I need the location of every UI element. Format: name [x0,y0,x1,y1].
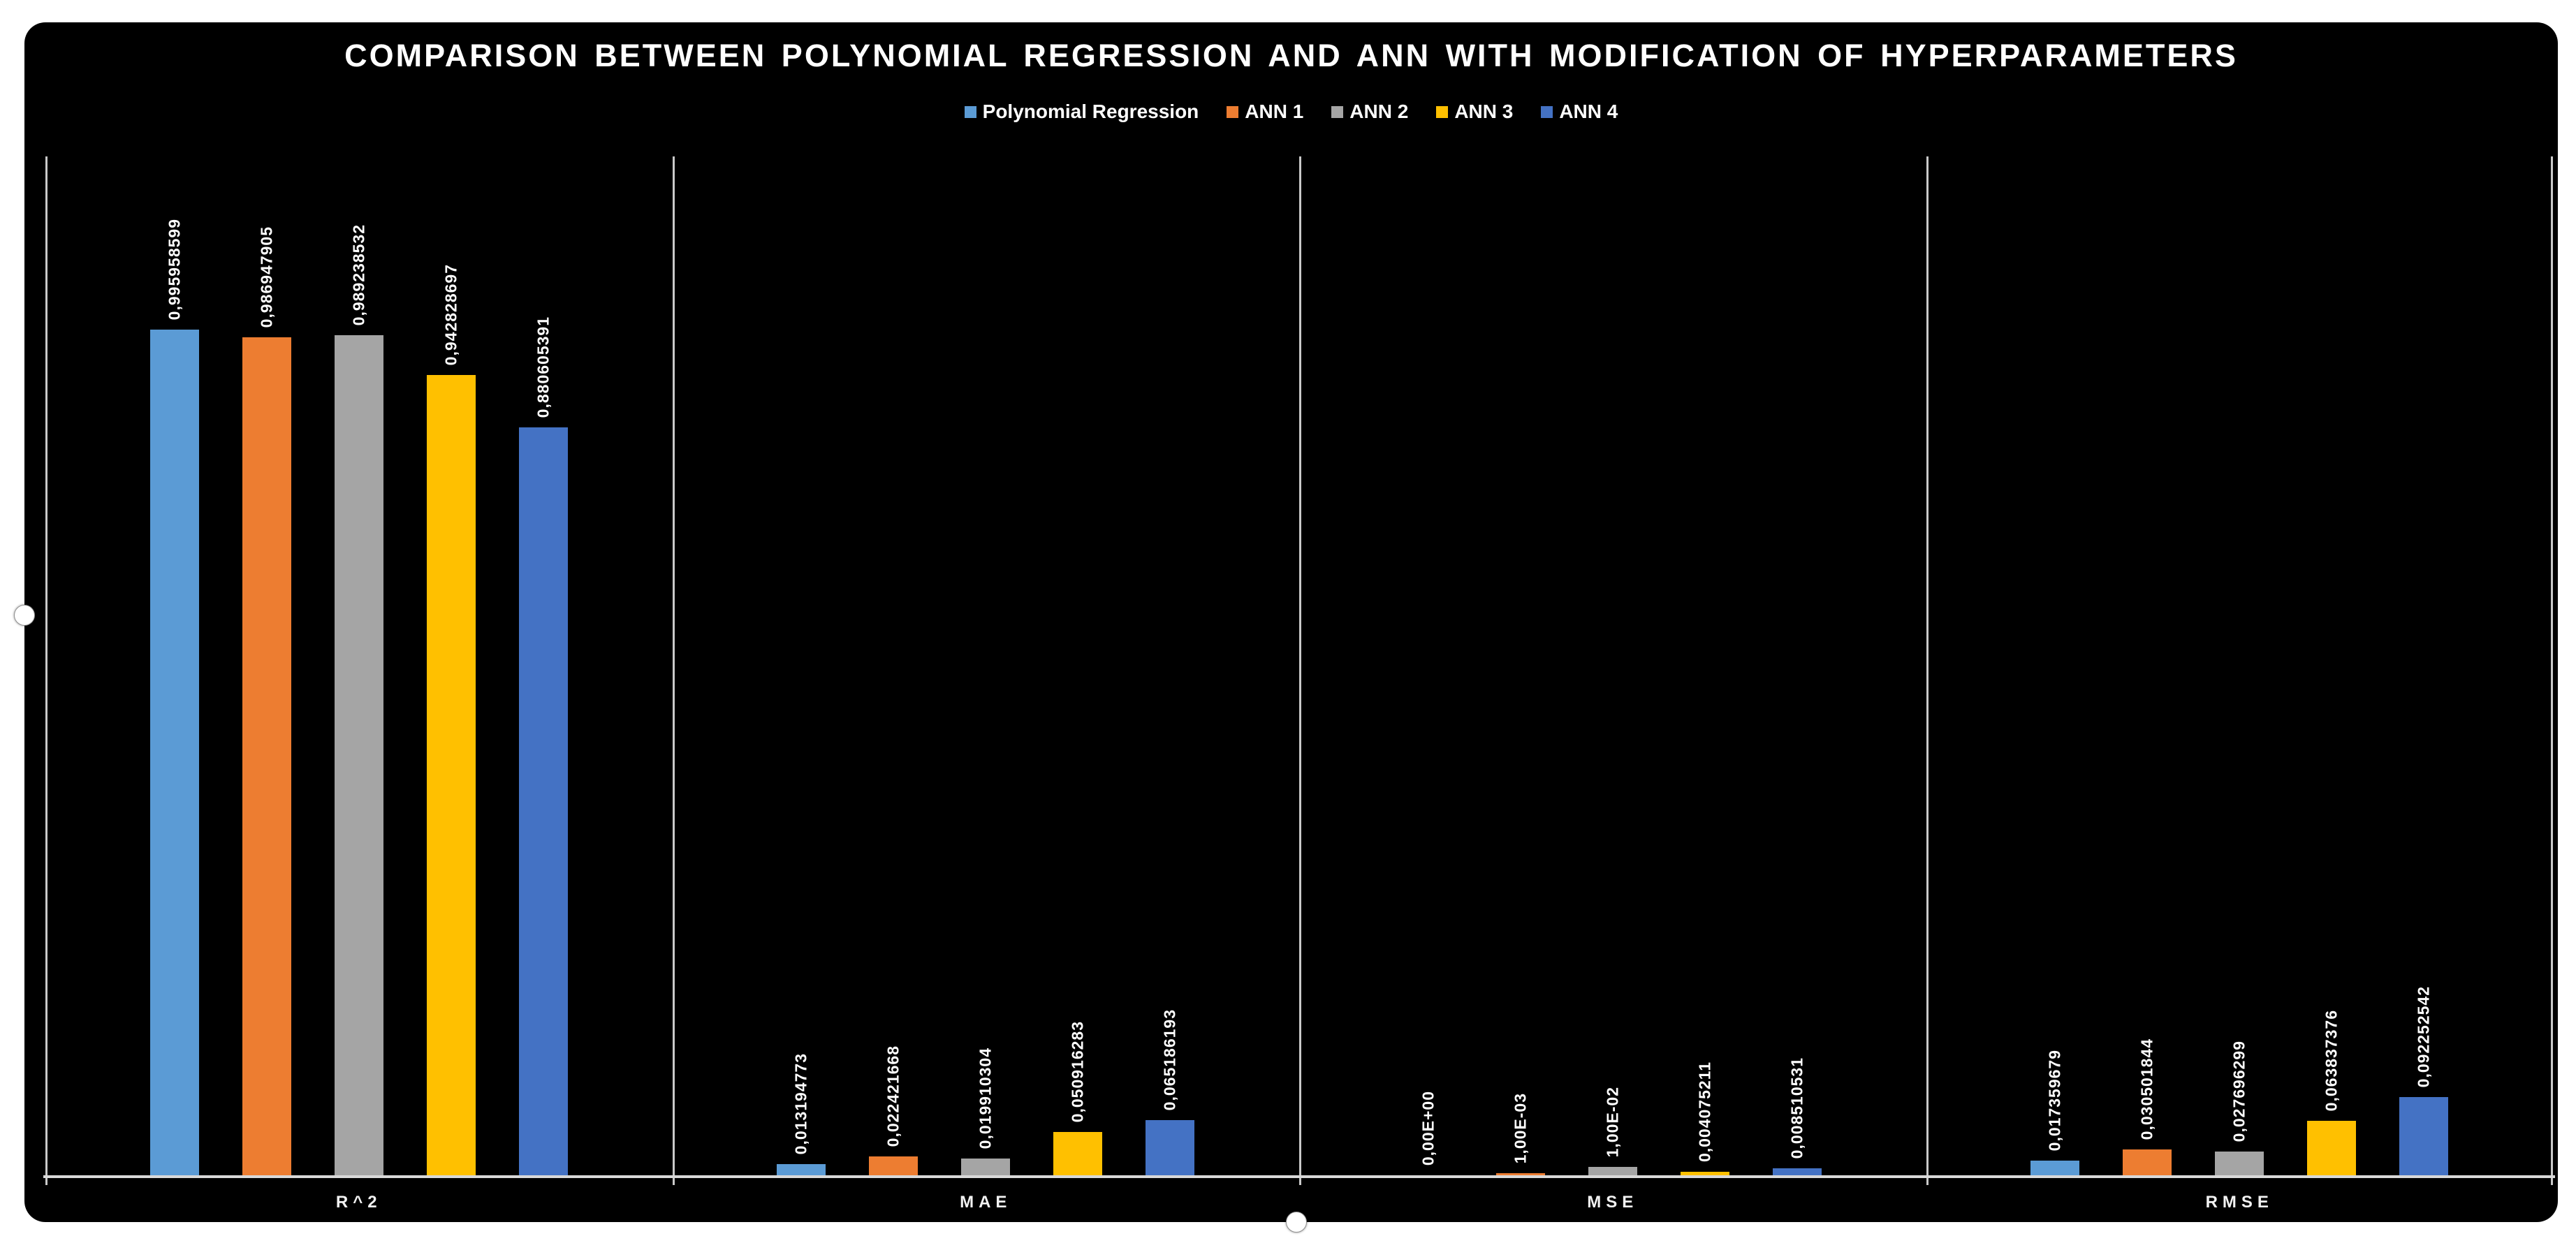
legend-label: ANN 3 [1454,101,1514,122]
legend-item: Polynomial Regression [964,101,1199,123]
bar-group: 0,995958599 0,986947905 0,989238532 0,94282… [45,156,673,1175]
bar: 0,017359679 [2030,1050,2080,1175]
legend-swatch-icon [1331,105,1344,118]
bar-value-label: 1,00E-03 [1511,1092,1530,1163]
y-axis-line [45,156,47,1185]
bar-value-label: 0,092252542 [2414,985,2433,1087]
category-label: RMSE [2205,1193,2274,1212]
selection-handle-left-middle[interactable] [14,605,35,626]
bar: 0,027696299 [2215,1041,2264,1175]
bar-value-label: 0,004075211 [1695,1061,1714,1162]
bar: 0,030501844 [2123,1038,2172,1175]
bar: 0,995958599 [149,219,199,1175]
bar: 1,00E-03 [1495,1093,1545,1175]
x-axis-line [43,1175,2555,1178]
chart-area: COMPARISON BETWEEN POLYNOMIAL REGRESSION… [24,22,2558,1222]
category-separator-line [1299,156,1301,1185]
legend-swatch-icon [964,105,976,118]
bar: 1,00E-02 [1588,1087,1637,1175]
chart-title: COMPARISON BETWEEN POLYNOMIAL REGRESSION… [344,38,2238,73]
bar: 0,989238532 [334,224,383,1175]
bar-value-label: 0,019910304 [976,1047,995,1149]
bar-value-label: 0,063837376 [2322,1009,2341,1111]
plot-area: 0,995958599 0,986947905 0,989238532 0,94282… [43,156,2555,1212]
legend-label: Polynomial Regression [982,101,1199,122]
bar-value-label: 0,986947905 [257,226,276,328]
bar-value-label: 1,00E-02 [1603,1086,1622,1157]
category-label: MSE [1587,1193,1639,1212]
bar: 0,092252542 [2399,986,2449,1175]
bar-value-label: 0,995958599 [165,218,184,320]
bar-value-label: 0,942828697 [441,263,460,365]
bar-value-label: 0,008510531 [1787,1057,1806,1159]
category-separator-line [673,156,675,1185]
bar-value-label: 0,013194773 [791,1052,810,1154]
legend-item: ANN 3 [1436,101,1513,123]
legend-label: ANN 4 [1559,101,1618,122]
legend: Polynomial Regression ANN 1 ANN 2 ANN 3 ANN … [24,101,2558,123]
category-separator-line [2551,156,2553,1185]
bar: 0,050916283 [1053,1021,1103,1175]
bar-value-label: 0,00E+00 [1419,1090,1437,1166]
bar-group: 0,013194773 0,022421668 0,019910304 0,05091… [673,156,1300,1175]
category-label: MAE [960,1193,1012,1212]
bar: 0,008510531 [1772,1057,1822,1175]
legend-item: ANN 2 [1331,101,1408,123]
bar: 0,013194773 [777,1053,826,1175]
bar: 0,065186193 [1146,1009,1195,1175]
bar: 0,880605391 [518,316,568,1175]
bar-value-label: 0,022421668 [884,1045,902,1147]
legend-swatch-icon [1541,105,1553,118]
bar-value-label: 0,880605391 [534,316,552,418]
bar-value-label: 0,017359679 [2045,1049,2064,1151]
bar: 0,942828697 [426,264,476,1175]
legend-item: ANN 4 [1541,101,1618,123]
category-separator-line [1926,156,1929,1185]
legend-label: ANN 2 [1349,101,1409,122]
legend-label: ANN 1 [1245,101,1304,122]
bar-value-label: 0,030501844 [2137,1038,2156,1140]
bar: 0,019910304 [961,1047,1011,1175]
bar-group: 0,00E+00 1,00E-03 1,00E-02 0,004075211 0,008… [1299,156,1926,1175]
bar: 0,986947905 [242,226,291,1175]
bar-value-label: 0,989238532 [349,223,368,325]
category-label: R^2 [335,1193,382,1212]
selection-handle-bottom-middle[interactable] [1286,1212,1307,1233]
bar: 0,022421668 [869,1045,919,1175]
legend-swatch-icon [1436,105,1449,118]
bar-value-label: 0,027696299 [2230,1040,2248,1142]
bar-value-label: 0,065186193 [1160,1008,1179,1110]
bar-value-label: 0,050916283 [1068,1020,1087,1122]
legend-item: ANN 1 [1227,101,1303,123]
legend-swatch-icon [1227,105,1239,118]
bar: 0,004075211 [1680,1061,1729,1175]
bar-group: 0,017359679 0,030501844 0,027696299 0,06383… [1926,156,2554,1175]
bar: 0,063837376 [2307,1010,2357,1175]
bar-groups: 0,995958599 0,986947905 0,989238532 0,94282… [45,156,2553,1175]
category-axis-labels: R^2 MAE MSE RMSE [45,1193,2553,1212]
